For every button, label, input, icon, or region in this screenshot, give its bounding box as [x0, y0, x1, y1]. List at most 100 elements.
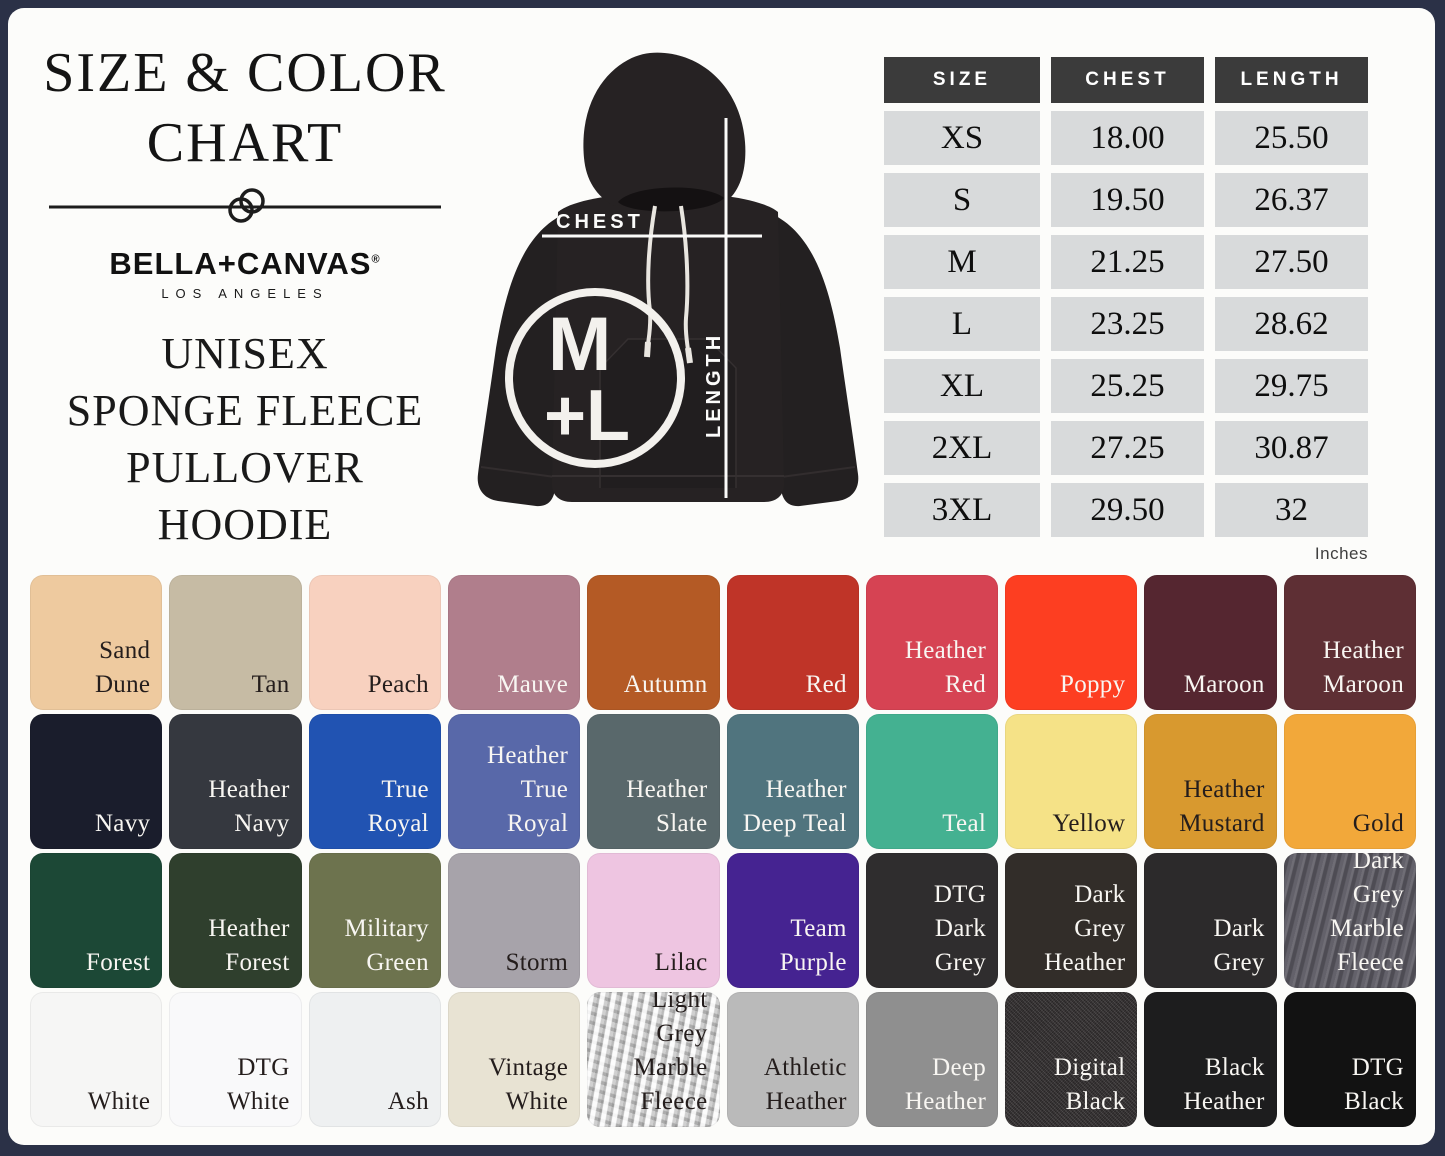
- color-name: Heather True Royal: [486, 742, 569, 837]
- color-swatch-peach: Peach: [308, 575, 441, 710]
- size-table: SIZE CHEST LENGTH XS 18.00 25.50 S 19.50 26.3…: [884, 57, 1368, 564]
- color-name: Light Grey Marble Fleece: [633, 992, 708, 1115]
- size-row-xs: XS 18.00 25.50: [884, 111, 1368, 165]
- brand-name: BELLA+CANVAS: [109, 246, 372, 281]
- color-swatch-light-grey-marble-fleece: Light Grey Marble Fleece: [587, 992, 719, 1127]
- color-name: Poppy: [1059, 671, 1126, 698]
- cell-length: 28.62: [1215, 297, 1368, 351]
- cell-chest: 27.25: [1051, 421, 1204, 475]
- color-swatch-mauve: Mauve: [447, 575, 581, 710]
- color-name: Maroon: [1183, 671, 1265, 698]
- ml-badge-circle-icon: [505, 288, 685, 468]
- color-swatch-dtg-white: DTG White: [169, 992, 302, 1127]
- color-name: Heather Navy: [208, 776, 290, 837]
- ornament-divider: [49, 188, 441, 224]
- color-name: Teal: [942, 810, 987, 837]
- hoodie-illustration: CHEST LENGTH M +L: [477, 52, 859, 507]
- color-name: Dark Grey Heather: [1044, 881, 1126, 976]
- hoodie-hood: [583, 52, 746, 207]
- color-name: Heather Red: [904, 637, 987, 698]
- color-name: Red: [805, 671, 847, 698]
- color-swatch-heather-maroon: Heather Maroon: [1283, 575, 1416, 710]
- color-name: Deep Heather: [904, 1054, 987, 1115]
- ml-badge: M +L: [505, 288, 685, 468]
- color-name: Athletic Heather: [763, 1054, 847, 1115]
- title-line-2: CHART: [146, 112, 344, 174]
- color-name: Military Green: [344, 915, 429, 976]
- header-panel: SIZE & COLOR CHART BELLA+CANVAS® LOS ANG…: [35, 38, 455, 553]
- color-swatch-heather-navy: Heather Navy: [169, 714, 302, 849]
- size-row-l: L 23.25 28.62: [884, 297, 1368, 351]
- size-row-m: M 21.25 27.50: [884, 235, 1368, 289]
- size-row-xl: XL 25.25 29.75: [884, 359, 1368, 413]
- color-swatch-true-royal: True Royal: [308, 714, 441, 849]
- ml-badge-plus-l: +L: [544, 376, 630, 456]
- color-swatch-dark-grey: Dark Grey: [1144, 853, 1277, 988]
- color-swatch-team-purple: Team Purple: [726, 853, 859, 988]
- product-line-1: UNISEX: [161, 329, 329, 378]
- cell-chest: 25.25: [1051, 359, 1204, 413]
- color-name: Dark Grey: [1213, 915, 1265, 976]
- color-name: Peach: [367, 671, 429, 698]
- title-line-1: SIZE & COLOR: [43, 42, 447, 104]
- color-swatch-maroon: Maroon: [1144, 575, 1277, 710]
- cell-chest: 29.50: [1051, 483, 1204, 537]
- ml-badge-m: M: [548, 302, 611, 387]
- cell-length: 26.37: [1215, 173, 1368, 227]
- color-name: Heather Deep Teal: [742, 776, 847, 837]
- color-name: Team Purple: [779, 915, 847, 976]
- color-swatch-black-heather: Black Heather: [1144, 992, 1277, 1127]
- product-line-4: HOODIE: [157, 500, 333, 549]
- color-name: Mauve: [497, 671, 569, 698]
- length-label: LENGTH: [703, 332, 725, 438]
- color-swatch-heather-forest: Heather Forest: [169, 853, 302, 988]
- color-name: White: [87, 1088, 151, 1115]
- color-swatch-gold: Gold: [1283, 714, 1416, 849]
- cell-size: 3XL: [884, 483, 1040, 537]
- chest-label: CHEST: [556, 211, 644, 233]
- color-name: Heather Mustard: [1179, 776, 1265, 837]
- color-name: Digital Black: [1053, 1054, 1126, 1115]
- size-table-header: SIZE CHEST LENGTH: [884, 57, 1368, 103]
- color-swatch-poppy: Poppy: [1005, 575, 1138, 710]
- color-name: DTG Black: [1344, 1054, 1404, 1115]
- size-table-body: XS 18.00 25.50 S 19.50 26.37 M 21.25 27.50 L 23.25…: [884, 111, 1368, 537]
- cell-size: S: [884, 173, 1040, 227]
- color-name: Heather Slate: [626, 776, 708, 837]
- color-name: Heather Maroon: [1322, 637, 1404, 698]
- color-swatch-white: White: [30, 992, 163, 1127]
- cell-length: 25.50: [1215, 111, 1368, 165]
- color-swatch-autumn: Autumn: [587, 575, 720, 710]
- color-swatch-tan: Tan: [169, 575, 302, 710]
- product-line-2: SPONGE FLEECE: [66, 386, 424, 435]
- color-name: DTG Dark Grey: [933, 881, 987, 976]
- rings-ornament-icon: [49, 188, 441, 223]
- cell-size: M: [884, 235, 1040, 289]
- color-name: Navy: [94, 810, 151, 837]
- registered-mark-icon: ®: [371, 253, 381, 266]
- color-name: Ash: [387, 1088, 429, 1115]
- color-name: Vintage White: [488, 1054, 569, 1115]
- measurement-overlay: [542, 118, 762, 498]
- color-name: Forest: [85, 949, 151, 976]
- color-swatch-heather-deep-teal: Heather Deep Teal: [726, 714, 859, 849]
- cell-chest: 18.00: [1051, 111, 1204, 165]
- brand-city: LOS ANGELES: [161, 286, 329, 301]
- color-swatch-heather-slate: Heather Slate: [587, 714, 720, 849]
- color-name: Sand Dune: [94, 637, 151, 698]
- column-header-length: LENGTH: [1215, 57, 1368, 103]
- color-swatch-dark-grey-marble-fleece: Dark Grey Marble Fleece: [1283, 853, 1416, 988]
- brand-logo: BELLA+CANVAS®: [35, 246, 455, 282]
- color-name: Autumn: [623, 671, 708, 698]
- cell-chest: 19.50: [1051, 173, 1204, 227]
- color-swatch-dark-grey-heather: Dark Grey Heather: [1005, 853, 1138, 988]
- color-swatch-ash: Ash: [308, 992, 441, 1127]
- size-row-3xl: 3XL 29.50 32: [884, 483, 1368, 537]
- color-swatch-dtg-black: DTG Black: [1283, 992, 1416, 1127]
- color-swatch-forest: Forest: [30, 853, 163, 988]
- column-header-chest: CHEST: [1051, 57, 1204, 103]
- color-swatch-grid: Sand Dune Tan Peach Mauve Autumn Red Heather R…: [30, 575, 1416, 1127]
- color-swatch-vintage-white: Vintage White: [447, 992, 581, 1127]
- color-name: Gold: [1352, 810, 1404, 837]
